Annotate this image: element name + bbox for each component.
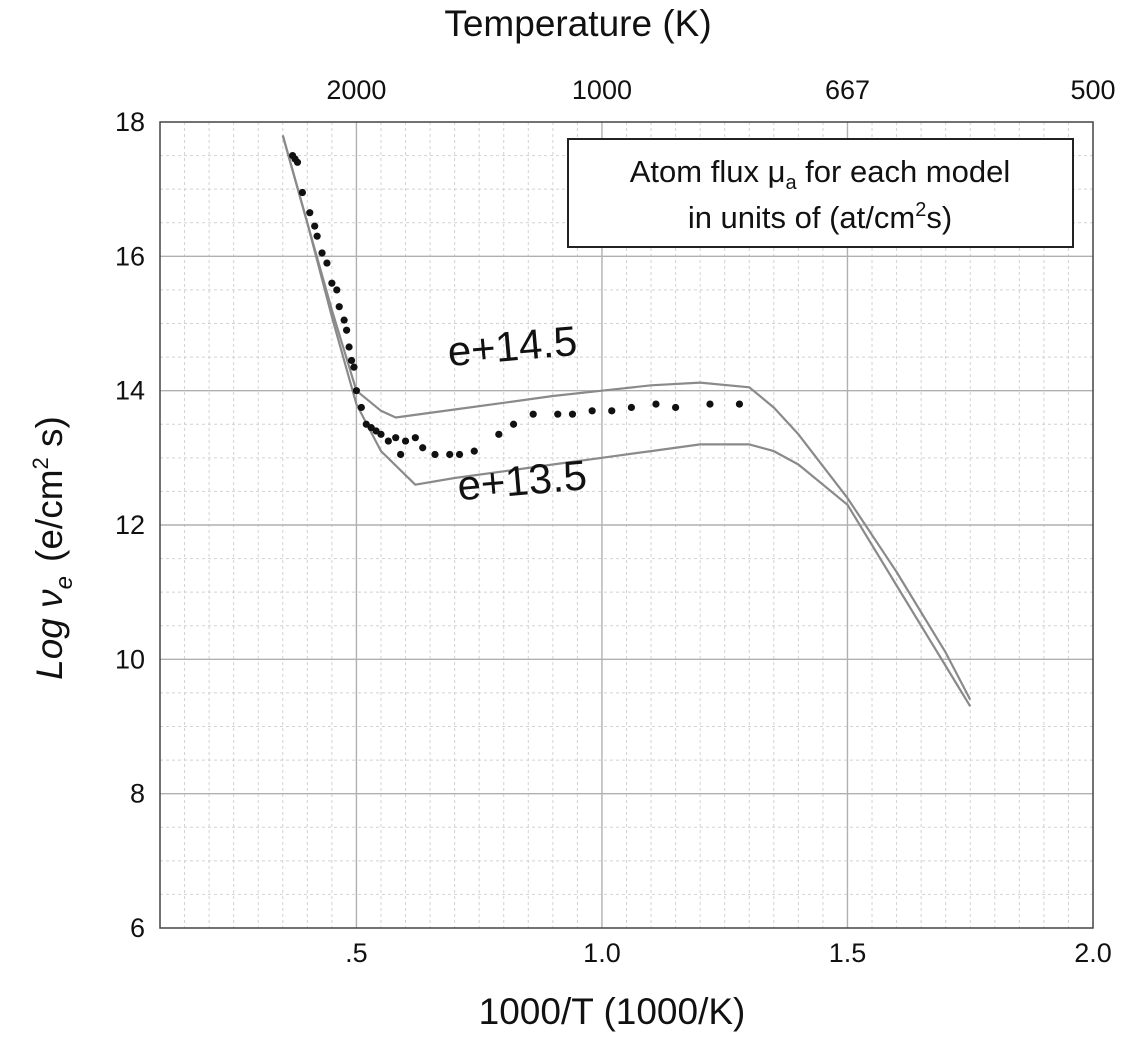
data-point [350,363,358,371]
x-axis-title: 1000/T (1000/K) [479,991,746,1032]
y-tick-label: 12 [115,510,145,540]
data-point [588,407,596,415]
top-tick-label: 1000 [572,75,632,105]
y-axis-title-subscript: e [51,576,78,589]
data-point [313,232,321,240]
legend-line-1-rest: for each model [797,154,1011,189]
data-point [328,279,336,287]
data-point [340,316,348,324]
data-point [323,259,331,267]
x-tick-label: .5 [345,938,368,968]
y-tick-label: 6 [130,913,145,943]
legend-line-1-text: Atom flux μ [630,154,786,189]
data-point [627,403,636,412]
data-point [333,286,341,294]
data-point [706,400,714,408]
top-tick-label: 667 [825,75,870,105]
data-point [357,403,365,412]
data-point [311,222,319,230]
data-point [419,444,427,452]
data-point [397,450,405,459]
plot-frame [159,121,1094,929]
annotation-e14-5: e+14.5 [446,317,579,375]
y-tick-label: 18 [115,107,145,137]
data-point [735,400,744,408]
data-point [392,434,400,442]
y-axis-title-units-sup: 2 [28,457,53,469]
data-point [343,326,351,334]
data-point [384,437,392,445]
annotation-e13-5: e+13.5 [455,451,588,509]
data-points [288,151,744,459]
y-axis-title-units: (e/cm [29,469,70,562]
y-axis-title: Log νe (e/cm2 s) [28,416,78,680]
data-point [608,407,616,415]
data-point [293,158,302,166]
data-point [470,447,478,455]
x-tick-label: 1.0 [583,938,621,968]
top-axis-title: Temperature (K) [444,3,711,44]
data-point [652,400,660,408]
data-point [411,434,419,442]
y-tick-label: 8 [130,779,145,809]
tick-labels: .5 1.0 1.5 2.0 2000 1000 667 500 6 8 10 12 14 16 18 [115,75,1116,968]
y-tick-label: 10 [115,644,145,674]
top-tick-label: 500 [1070,75,1115,105]
data-point [509,420,518,428]
legend-line-2-text: in units of (at/cm [688,200,915,235]
data-point [335,303,343,311]
data-point [377,430,385,438]
legend-box: Atom flux μa for each model in units of … [567,138,1074,248]
data-point [352,387,361,395]
data-point [306,209,314,217]
data-point [401,437,410,445]
data-point [568,410,577,418]
data-point [298,188,307,197]
data-point [554,410,562,418]
legend-line-2-rest: s) [926,200,952,235]
legend-line-2: in units of (at/cm2s) [688,199,952,235]
data-point [495,430,503,438]
gridlines [160,122,1093,928]
data-point [446,450,454,459]
data-point [347,356,356,365]
data-point [345,343,353,351]
legend-box-frame [567,138,1074,248]
top-tick-label: 2000 [326,75,386,105]
y-axis-title-units-close: s) [29,416,70,457]
data-point [455,450,464,459]
y-axis-title-main: Log ν [29,589,70,680]
data-point [318,249,326,257]
y-tick-label: 16 [115,241,145,271]
legend-line-1-subscript: a [785,172,797,194]
legend-line-2-sup: 2 [915,199,926,221]
legend-line-1: Atom flux μa for each model [630,154,1010,194]
data-point [672,403,680,412]
data-point [529,410,537,418]
y-tick-label: 14 [115,376,145,406]
series-line [281,135,972,707]
x-tick-label: 1.5 [829,938,867,968]
x-tick-label: 2.0 [1074,938,1112,968]
data-point [431,450,439,459]
